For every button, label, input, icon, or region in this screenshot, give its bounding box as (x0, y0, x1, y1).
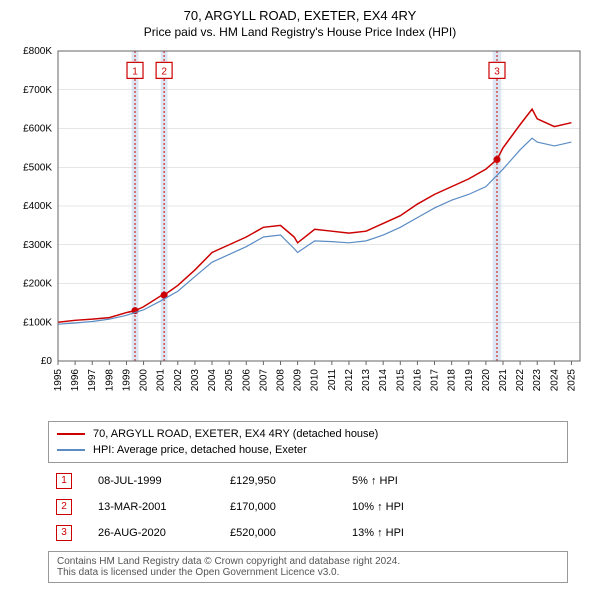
sale-delta: 10% ↑ HPI (346, 495, 566, 519)
svg-text:£800K: £800K (23, 46, 52, 57)
legend-swatch (57, 449, 85, 451)
sale-price: £170,000 (224, 495, 344, 519)
legend: 70, ARGYLL ROAD, EXETER, EX4 4RY (detach… (48, 421, 568, 463)
svg-text:2005: 2005 (224, 369, 235, 392)
table-row: 2 13-MAR-2001£170,00010% ↑ HPI (50, 495, 566, 519)
svg-text:2003: 2003 (190, 369, 201, 392)
legend-label: HPI: Average price, detached house, Exet… (93, 444, 307, 456)
svg-text:2011: 2011 (327, 369, 338, 391)
svg-text:2014: 2014 (378, 369, 389, 392)
svg-text:2013: 2013 (361, 369, 372, 392)
svg-text:2001: 2001 (156, 369, 167, 392)
legend-swatch (57, 433, 85, 435)
svg-text:1996: 1996 (70, 369, 81, 392)
svg-text:£700K: £700K (23, 85, 52, 96)
sale-date: 13-MAR-2001 (92, 495, 222, 519)
svg-text:3: 3 (494, 66, 500, 77)
svg-text:£300K: £300K (23, 240, 52, 251)
svg-text:2008: 2008 (275, 369, 286, 392)
marker-badge: 2 (56, 499, 72, 515)
svg-text:2007: 2007 (258, 369, 269, 392)
footer-line: Contains HM Land Registry data © Crown c… (57, 556, 559, 567)
svg-text:2010: 2010 (310, 369, 321, 392)
attribution-footer: Contains HM Land Registry data © Crown c… (48, 551, 568, 583)
svg-text:2025: 2025 (566, 369, 577, 392)
svg-text:2022: 2022 (515, 369, 526, 392)
table-row: 1 08-JUL-1999£129,9505% ↑ HPI (50, 469, 566, 493)
svg-text:2018: 2018 (447, 369, 458, 392)
sale-delta: 5% ↑ HPI (346, 469, 566, 493)
svg-text:1997: 1997 (87, 369, 98, 392)
svg-text:2020: 2020 (481, 369, 492, 392)
svg-text:2021: 2021 (498, 369, 509, 392)
svg-text:2002: 2002 (173, 369, 184, 392)
svg-text:2023: 2023 (532, 369, 543, 392)
svg-text:2009: 2009 (293, 369, 304, 392)
legend-row: HPI: Average price, detached house, Exet… (57, 442, 559, 458)
legend-label: 70, ARGYLL ROAD, EXETER, EX4 4RY (detach… (93, 428, 378, 440)
svg-text:2024: 2024 (549, 369, 560, 392)
svg-text:2015: 2015 (395, 369, 406, 392)
footer-line: This data is licensed under the Open Gov… (57, 567, 559, 578)
svg-text:2012: 2012 (344, 369, 355, 392)
svg-text:£200K: £200K (23, 279, 52, 290)
svg-text:1998: 1998 (104, 369, 115, 392)
marker-badge: 1 (56, 473, 72, 489)
svg-text:2000: 2000 (139, 369, 150, 392)
svg-text:2016: 2016 (412, 369, 423, 392)
svg-text:£500K: £500K (23, 162, 52, 173)
sale-price: £520,000 (224, 521, 344, 545)
svg-text:2004: 2004 (207, 369, 218, 392)
svg-text:2019: 2019 (464, 369, 475, 392)
svg-text:2017: 2017 (430, 369, 441, 392)
svg-text:1995: 1995 (53, 369, 64, 392)
sale-price: £129,950 (224, 469, 344, 493)
sales-table: 1 08-JUL-1999£129,9505% ↑ HPI 2 13-MAR-2001… (48, 467, 568, 547)
svg-text:£400K: £400K (23, 201, 52, 212)
svg-text:2006: 2006 (241, 369, 252, 392)
price-chart: 1 2 3 £0 £100K £200K £300K £400K £500K £600K £700K… (10, 45, 590, 415)
sale-delta: 13% ↑ HPI (346, 521, 566, 545)
svg-text:£100K: £100K (23, 317, 52, 328)
svg-text:£600K: £600K (23, 124, 52, 135)
table-row: 3 26-AUG-2020£520,00013% ↑ HPI (50, 521, 566, 545)
page-subtitle: Price paid vs. HM Land Registry's House … (10, 25, 590, 39)
svg-text:1: 1 (132, 66, 138, 77)
sale-date: 08-JUL-1999 (92, 469, 222, 493)
legend-row: 70, ARGYLL ROAD, EXETER, EX4 4RY (detach… (57, 426, 559, 442)
svg-text:2: 2 (161, 66, 167, 77)
svg-text:1999: 1999 (121, 369, 132, 392)
sale-date: 26-AUG-2020 (92, 521, 222, 545)
page-title: 70, ARGYLL ROAD, EXETER, EX4 4RY (10, 8, 590, 23)
svg-text:£0: £0 (41, 356, 53, 367)
marker-badge: 3 (56, 525, 72, 541)
